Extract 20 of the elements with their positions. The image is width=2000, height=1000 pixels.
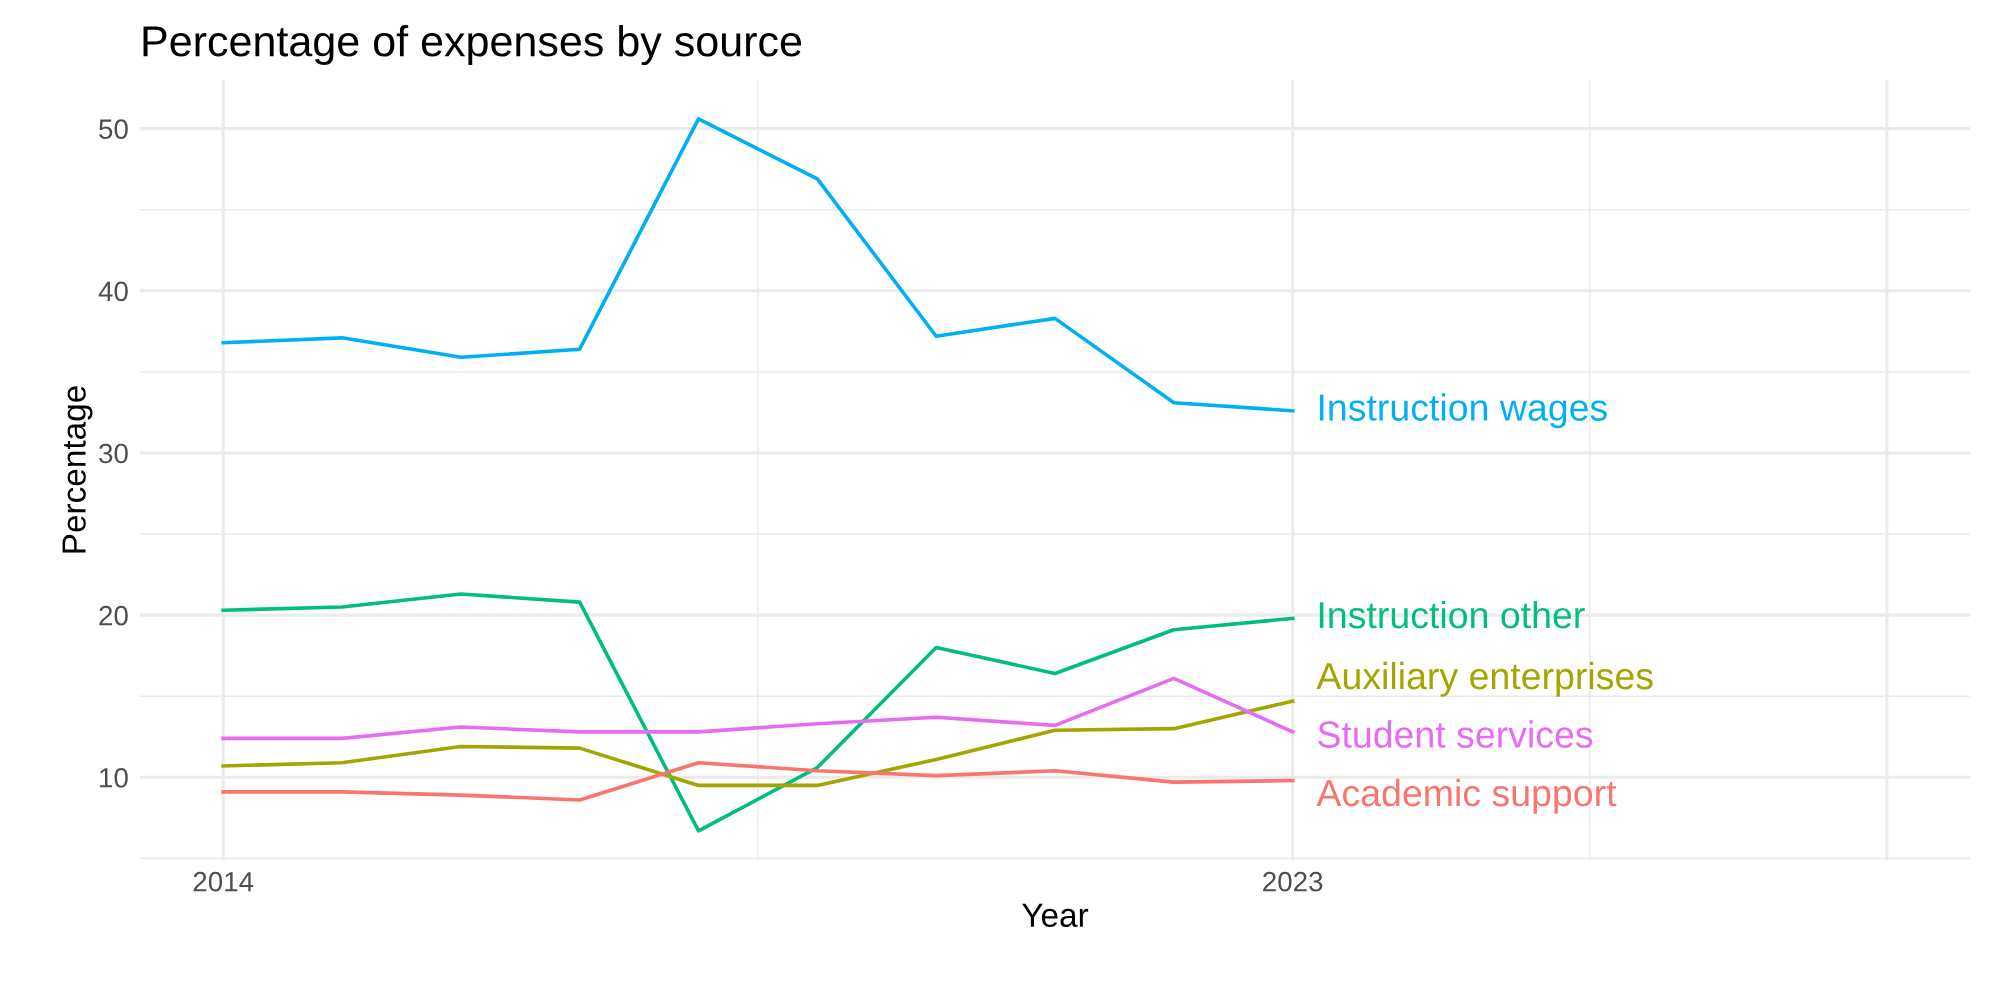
y-tick-label: 20 <box>99 605 128 626</box>
line-series <box>221 760 1295 802</box>
series-label: Student services <box>1318 720 1593 748</box>
chart-title: Percentage of expenses by source <box>143 24 802 66</box>
y-tick-label: 50 <box>99 119 128 139</box>
series-label: Instruction other <box>1319 600 1585 629</box>
x-tick-label: 2014 <box>193 871 254 892</box>
y-tick-label: 40 <box>98 281 128 302</box>
series-label: Academic support <box>1316 778 1617 814</box>
x-tick-label: 2023 <box>1263 871 1323 892</box>
line-series <box>221 699 1295 788</box>
series-label: Instruction wages <box>1319 393 1607 429</box>
y-tick-label: 10 <box>100 767 128 788</box>
y-tick-label: 30 <box>99 443 128 464</box>
x-axis-title: Year <box>1022 903 1089 928</box>
y-axis-title: Percentage <box>62 386 93 553</box>
line-series <box>221 676 1295 741</box>
line-series <box>221 117 1295 413</box>
series-label: Auxiliary enterprises <box>1316 661 1653 697</box>
line-series <box>221 592 1295 833</box>
